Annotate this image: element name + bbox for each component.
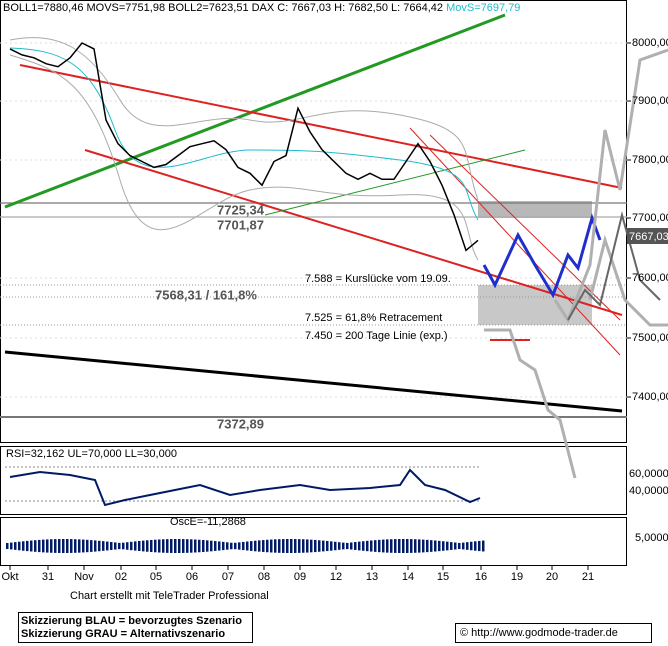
legend-box	[18, 612, 253, 643]
annotation: 7.450 = 200 Tage Linie (exp.)	[305, 330, 448, 342]
y-tick-label: 7700,00	[632, 212, 668, 224]
credit: Chart erstellt mit TeleTrader Profession…	[70, 590, 269, 602]
y-tick-label: 7900,00	[632, 95, 668, 107]
price-line	[9, 42, 479, 252]
dark-scenario	[567, 211, 661, 321]
x-tick-label: 19	[511, 571, 523, 583]
header: BOLL1=7880,46 MOVS=7751,98 BOLL2=7623,51…	[3, 2, 520, 14]
url[interactable]: © http://www.godmode-trader.de	[460, 627, 618, 639]
trend-lines	[4, 13, 623, 413]
annotation: 7.588 = Kurslücke vom 19.09.	[305, 273, 451, 285]
rsi-axis-label: 40,0000	[629, 485, 668, 497]
rsi-panel	[0, 446, 627, 515]
rsi-bounds	[5, 466, 480, 502]
x-tick-label: 12	[330, 571, 342, 583]
header-indicators: BOLL1=7880,46 MOVS=7751,98 BOLL2=7623,51…	[3, 2, 443, 14]
y-tick-label: 7600,00	[632, 272, 668, 284]
legend-blue: Skizzierung BLAU = bevorzugtes Szenario	[21, 615, 242, 627]
level-label: 7372,89	[217, 416, 264, 431]
x-tick-label: 07	[222, 571, 234, 583]
y-tick-label: 8000,00	[632, 37, 668, 49]
level-label: 7725,34	[217, 202, 265, 217]
resistance-zone	[478, 201, 592, 218]
osc-label: OscE=-11,2868	[170, 516, 246, 528]
rsi-label: RSI=32,162 UL=70,000 LL=30,000	[6, 448, 177, 460]
current-price-box	[627, 228, 668, 244]
level-label: 7568,31 / 161,8%	[155, 287, 257, 302]
url-box	[455, 623, 652, 643]
osc-panel	[0, 517, 627, 566]
x-tick-label: 20	[546, 571, 558, 583]
y-tick-label: 7500,00	[632, 332, 668, 344]
y-tick-label: 7400,00	[632, 391, 668, 403]
rsi-line	[9, 468, 481, 507]
x-tick-label: 05	[150, 571, 162, 583]
x-tick-label: 06	[186, 571, 198, 583]
osc-histogram	[6, 539, 485, 553]
header-movs: MovS=7697,79	[446, 2, 520, 14]
osc-axis-label: 5,0000	[635, 532, 668, 544]
rsi-axis-label: 60,0000	[629, 468, 668, 480]
x-tick-label: 14	[402, 571, 414, 583]
x-tick-label: 31	[42, 571, 54, 583]
x-tick-label: Nov	[74, 571, 94, 583]
level-label: 7701,87	[217, 217, 264, 232]
price-panel	[0, 0, 627, 443]
blue-scenario	[482, 213, 602, 299]
y-tick-label: 7800,00	[632, 154, 668, 166]
x-tick-label: 08	[258, 571, 270, 583]
x-tick-label: 16	[475, 571, 487, 583]
x-tick-label: 15	[437, 571, 449, 583]
x-tick-label: 21	[582, 571, 594, 583]
current-price: 7667,03	[629, 231, 668, 243]
legend-gray: Skizzierung GRAU = Alternativszenario	[21, 628, 225, 640]
x-tick-label: Okt	[1, 571, 18, 583]
x-tick-label: 13	[366, 571, 378, 583]
x-tick-label: 09	[294, 571, 306, 583]
annotation: 7.525 = 61,8% Retracement	[305, 312, 442, 324]
x-tick-label: 02	[115, 571, 127, 583]
